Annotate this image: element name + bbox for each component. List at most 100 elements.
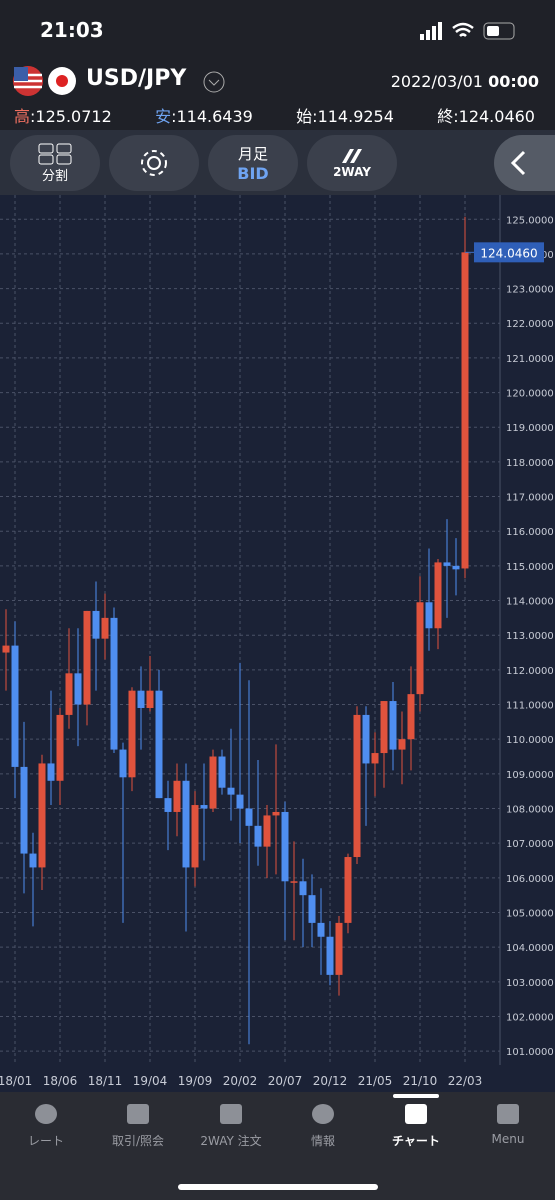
candle-body xyxy=(20,766,28,854)
candle-body xyxy=(83,610,91,705)
y-tick-label: 109.0000 xyxy=(506,770,554,781)
x-tick-label: 22/03 xyxy=(448,1074,483,1088)
candle-body xyxy=(128,690,136,778)
y-tick-label: 111.0000 xyxy=(506,701,554,712)
tab-icon xyxy=(35,1104,57,1124)
x-tick-label: 18/01 xyxy=(0,1074,32,1088)
split-button[interactable]: 分割 xyxy=(10,135,100,191)
x-tick-label: 19/09 xyxy=(178,1074,213,1088)
tab[interactable]: チャート xyxy=(370,1100,462,1149)
candle-body xyxy=(425,602,433,629)
x-tick-label: 18/11 xyxy=(88,1074,123,1088)
x-tick-label: 19/04 xyxy=(133,1074,168,1088)
candle-body xyxy=(101,617,109,639)
ohlc-row: 高:125.0712 安:114.6439 始:114.9254 終:124.0460 xyxy=(14,103,535,127)
candle-body xyxy=(335,922,343,975)
dropdown-icon[interactable] xyxy=(202,70,226,94)
ohlc-label: 高 xyxy=(14,107,31,126)
period-button[interactable]: 月足 BID xyxy=(208,135,298,191)
candle-body xyxy=(416,602,424,695)
candle-body xyxy=(371,753,379,764)
y-tick-label: 102.0000 xyxy=(506,1012,554,1023)
tab-icon xyxy=(127,1104,149,1124)
tab[interactable]: レート xyxy=(0,1100,92,1149)
ohlc-item: 始:114.9254 xyxy=(296,103,394,127)
ohlc-item: 安:114.6439 xyxy=(155,103,253,127)
candle-body xyxy=(452,565,460,570)
y-tick-label: 122.0000 xyxy=(506,319,554,330)
candle-body xyxy=(29,853,37,868)
status-icons xyxy=(420,22,515,40)
candle-body xyxy=(47,763,55,781)
tab-label: レート xyxy=(27,1134,64,1148)
y-tick-label: 116.0000 xyxy=(506,527,554,538)
candle-body xyxy=(164,798,172,812)
status-time: 21:03 xyxy=(40,18,104,42)
candle-body xyxy=(173,780,181,812)
chart-background xyxy=(0,195,555,1092)
y-tick-label: 115.0000 xyxy=(506,562,554,573)
tab[interactable]: 取引/照会 xyxy=(92,1100,184,1149)
last-price-label: 124.0460 xyxy=(480,246,537,260)
candle-body xyxy=(38,763,46,868)
candle-body xyxy=(74,673,82,705)
collapse-button[interactable] xyxy=(494,135,555,191)
ohlc-value: 114.6439 xyxy=(176,107,253,126)
clock: 00:00 xyxy=(488,72,539,91)
y-tick-label: 119.0000 xyxy=(506,423,554,434)
y-tick-label: 110.0000 xyxy=(506,735,554,746)
2way-icon xyxy=(342,149,362,163)
y-tick-label: 120.0000 xyxy=(506,389,554,400)
candle-body xyxy=(461,252,469,569)
tab-icon xyxy=(405,1104,427,1124)
candle-body xyxy=(380,701,388,754)
candle-body xyxy=(191,805,199,868)
tab-icon xyxy=(312,1104,334,1124)
split-label: 分割 xyxy=(41,168,68,184)
candle-body xyxy=(389,701,397,750)
y-tick-label: 114.0000 xyxy=(506,597,554,608)
tab[interactable]: Menu xyxy=(462,1100,554,1146)
candle-body xyxy=(272,811,280,816)
ohlc-value: 114.9254 xyxy=(317,107,394,126)
y-tick-label: 104.0000 xyxy=(506,943,554,954)
candle-body xyxy=(299,881,307,896)
candle-body xyxy=(308,895,316,923)
tab-label: 取引/照会 xyxy=(111,1134,165,1148)
ohlc-sep: : xyxy=(453,107,459,126)
currency-pair[interactable]: USD/JPY xyxy=(86,66,187,91)
settings-button[interactable] xyxy=(109,135,199,191)
candle-body xyxy=(227,787,235,795)
ohlc-label: 終 xyxy=(437,107,454,126)
candle-body xyxy=(56,714,64,781)
candle-body xyxy=(146,690,154,708)
candle-body xyxy=(11,645,19,767)
candle-body xyxy=(245,808,253,826)
candle-body xyxy=(263,815,271,847)
candle-body xyxy=(290,881,298,883)
tab[interactable]: 情報 xyxy=(277,1100,369,1149)
candle-body xyxy=(200,805,208,809)
candle-body xyxy=(443,562,451,566)
x-tick-label: 20/07 xyxy=(268,1074,303,1088)
candle-body xyxy=(137,690,145,708)
y-tick-label: 106.0000 xyxy=(506,874,554,885)
candle-body xyxy=(182,780,190,868)
y-tick-label: 113.0000 xyxy=(506,631,554,642)
y-tick-label: 112.0000 xyxy=(506,666,554,677)
y-tick-label: 101.0000 xyxy=(506,1047,554,1058)
candle-body xyxy=(254,825,262,847)
flags xyxy=(13,66,76,96)
candle-body xyxy=(236,794,244,809)
y-tick-label: 105.0000 xyxy=(506,908,554,919)
y-tick-label: 121.0000 xyxy=(506,354,554,365)
2way-button[interactable]: 2WAY xyxy=(307,135,397,191)
tab[interactable]: 2WAY 注文 xyxy=(185,1100,277,1149)
candle-body xyxy=(362,714,370,764)
back-arrow xyxy=(510,150,526,176)
y-tick-label: 123.0000 xyxy=(506,285,554,296)
x-tick-label: 18/06 xyxy=(43,1074,78,1088)
y-tick-label: 125.0000 xyxy=(506,215,554,226)
candle-body xyxy=(398,739,406,750)
